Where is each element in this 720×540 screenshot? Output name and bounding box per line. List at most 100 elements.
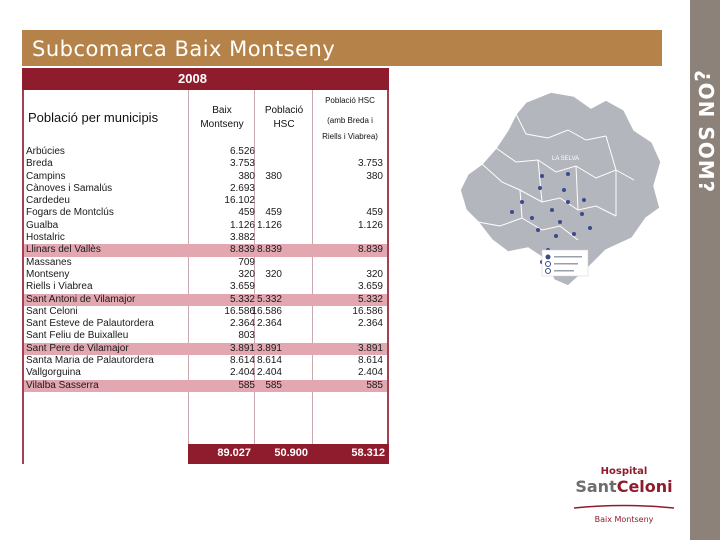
population-hsc: 2.404: [256, 367, 282, 379]
map-land: [459, 91, 662, 287]
population-baix: 16.586: [224, 305, 255, 317]
population-baix: 1.126: [229, 219, 255, 231]
map-marker: [536, 228, 540, 232]
municipality-name: Riells i Viabrea: [26, 281, 93, 293]
population-hsc-breda: 8.614: [357, 355, 383, 367]
map-marker: [588, 226, 592, 230]
page-title: Subcomarca Baix Montseny: [32, 37, 336, 61]
municipality-name: Montseny: [26, 268, 70, 280]
municipality-name: Sant Esteve de Palautordera: [26, 318, 154, 330]
region-map-svg: LA SELVA EL VALLÈS ORIENTAL: [459, 91, 662, 287]
table-row: Sant Celoni 16.586 16.586 16.586: [24, 306, 387, 318]
logo-main-b: Celoni: [616, 477, 673, 496]
population-baix: 2.404: [229, 367, 255, 379]
table-row: Fogars de Montclús 459 459 459: [24, 207, 387, 219]
table-rows: Arbúcies 6.526 Breda 3.753 3.753 Campins 380 38…: [24, 146, 387, 392]
population-baix: 803: [238, 330, 255, 342]
table-row: Arbúcies 6.526: [24, 146, 387, 158]
table-row: Riells i Viabrea 3.659 3.659: [24, 281, 387, 293]
municipality-name: Vallgorguina: [26, 367, 81, 379]
table-left-border: [22, 90, 24, 464]
table-row: Gualba 1.126 1.126 1.126: [24, 220, 387, 232]
logo-swoosh: [573, 504, 675, 509]
population-hsc: 3.891: [256, 342, 282, 354]
population-hsc: 8.614: [256, 355, 282, 367]
table-row: Sant Antoni de Vilamajor 5.332 5.332 5.332: [24, 293, 387, 306]
map-label-selva: LA SELVA: [552, 156, 579, 162]
population-hsc: 380: [265, 170, 282, 182]
table-row: Montseny 320 320 320: [24, 269, 387, 281]
side-bar: ¿ON SOM?: [690, 0, 720, 540]
map-legend-marker: [545, 268, 551, 274]
municipality-name: Hostalric: [26, 232, 65, 244]
col-header-hsc-breda-1: Població HSC: [325, 96, 375, 105]
table-row: Cardedeu 16.102: [24, 195, 387, 207]
total-hsc-breda: 58.312: [351, 447, 385, 459]
map-legend-marker: [545, 261, 551, 267]
table-row: Massanes 709: [24, 257, 387, 269]
municipality-name: Gualba: [26, 219, 59, 231]
map-border: [495, 147, 635, 181]
municipality-name: Cànoves i Samalús: [26, 182, 113, 194]
region-map: LA SELVA EL VALLÈS ORIENTAL: [456, 90, 666, 290]
map-marker: [572, 232, 576, 236]
population-hsc-breda: 1.126: [357, 219, 383, 231]
map-marker: [530, 216, 534, 220]
total-hsc: 50.900: [274, 447, 308, 459]
map-marker: [562, 188, 566, 192]
population-hsc-breda: 459: [366, 207, 383, 219]
municipality-name: Sant Antoni de Vilamajor: [26, 293, 136, 305]
map-border: [481, 163, 617, 217]
col-header-hsc: Població HSC: [264, 105, 304, 130]
map-label-valles-2: ORIENTAL: [468, 260, 495, 266]
population-hsc-breda: 2.404: [357, 367, 383, 379]
map-legend-line: [554, 256, 582, 258]
map-legend-line: [554, 263, 578, 265]
column-divider: [188, 90, 189, 444]
population-hsc-breda: 380: [366, 170, 383, 182]
map-border: [519, 135, 617, 219]
map-marker: [510, 210, 514, 214]
municipality-name: Campins: [26, 170, 66, 182]
municipality-name: Breda: [26, 158, 53, 170]
municipality-name: Arbúcies: [26, 146, 65, 157]
logo-main-a: Sant: [575, 477, 617, 496]
population-baix: 3.753: [229, 158, 255, 170]
map-marker: [520, 200, 524, 204]
table-row: Vilalba Sasserra 585 585 585: [24, 379, 387, 392]
map-marker: [540, 174, 544, 178]
population-hsc-breda: 3.659: [357, 281, 383, 293]
map-border: [477, 217, 579, 241]
side-label: ¿ON SOM?: [694, 70, 718, 194]
population-baix: 585: [238, 379, 255, 391]
population-hsc-breda: 16.586: [352, 305, 383, 317]
population-baix: 3.882: [229, 232, 255, 244]
population-hsc-breda: 3.891: [357, 342, 383, 354]
map-border: [515, 113, 607, 141]
table-right-border: [387, 90, 389, 464]
total-baix: 89.027: [217, 447, 251, 459]
population-hsc-breda: 3.753: [357, 158, 383, 170]
table-row: Campins 380 380 380: [24, 171, 387, 183]
table-row: Sant Pere de Vilamajor 3.891 3.891 3.891: [24, 342, 387, 356]
municipality-name: Sant Feliu de Buixalleu: [26, 330, 129, 342]
population-hsc: 16.586: [251, 305, 282, 317]
municipality-name: Cardedeu: [26, 195, 70, 207]
year-label: 2008: [178, 71, 207, 86]
logo-top-text: Hospital: [600, 466, 648, 477]
col-header-hsc-breda-2: (amb Breda i: [327, 116, 373, 125]
municipality-name: Sant Pere de Vilamajor: [26, 342, 129, 354]
title-bar: Subcomarca Baix Montseny: [22, 30, 662, 66]
population-hsc-breda: 2.364: [357, 318, 383, 330]
map-marker: [554, 234, 558, 238]
municipality-name: Fogars de Montclús: [26, 207, 114, 219]
population-hsc-breda: 585: [366, 379, 383, 391]
population-hsc-breda: 8.839: [357, 244, 383, 256]
population-baix: 459: [238, 207, 255, 219]
table-row: Breda 3.753 3.753: [24, 158, 387, 170]
table-row: Llinars del Vallès 8.839 8.839 8.839: [24, 244, 387, 257]
population-baix: 2.364: [229, 318, 255, 330]
table-row: Sant Feliu de Buixalleu 803: [24, 330, 387, 342]
population-hsc: 320: [265, 268, 282, 280]
logo-main-text: SantCeloni: [568, 477, 680, 497]
